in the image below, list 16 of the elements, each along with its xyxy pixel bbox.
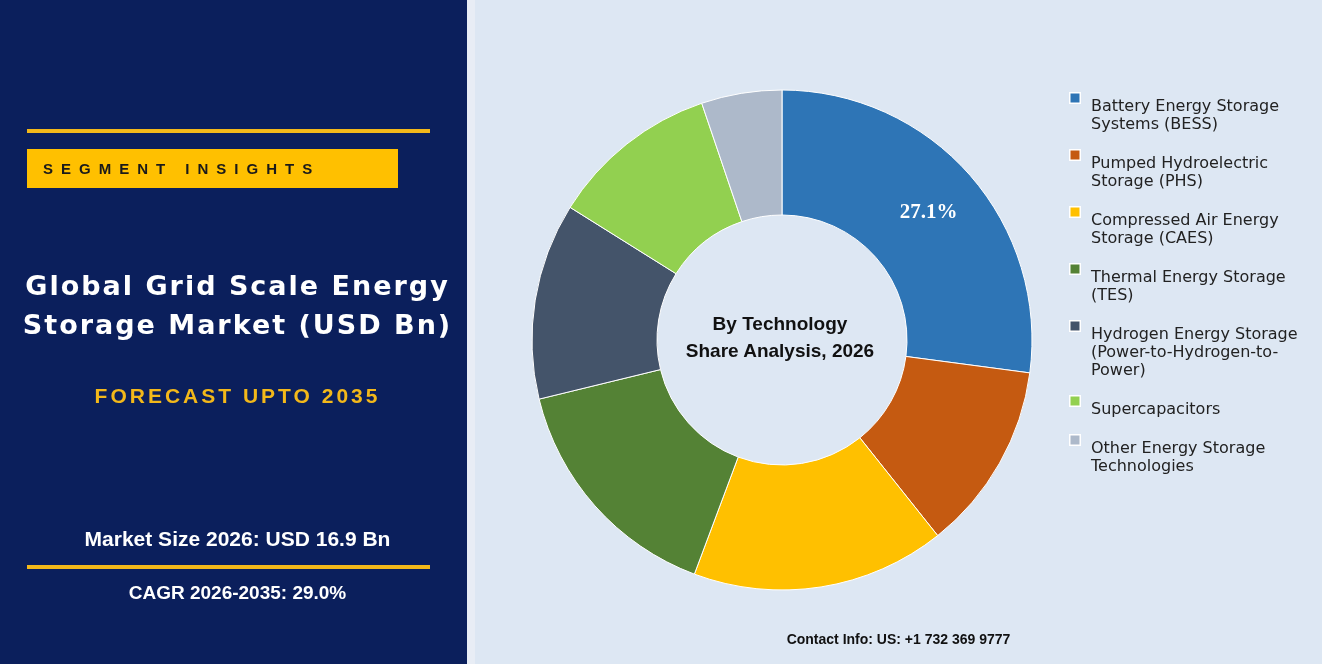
text: By Technology <box>711 312 849 336</box>
legend-label: Hydrogen Energy Storage (Power-to-Hydrogen-to-Power) <box>1091 324 1298 379</box>
text: Contact Info: US: +1 732 369 9777 <box>785 631 1012 647</box>
legend-label: Thermal Energy Storage (TES) <box>1090 267 1286 304</box>
legend-label: Supercapacitors <box>1091 399 1221 418</box>
legend-label: Other Energy Storage Technologies <box>1090 438 1266 475</box>
text: Share Analysis, 2026 <box>684 339 876 363</box>
legend-label: Battery Energy Storage Systems (BESS) <box>1091 96 1280 133</box>
text: CAGR 2026-2035: 29.0% <box>127 582 348 604</box>
legend-label: Compressed Air Energy Storage (CAES) <box>1091 210 1279 247</box>
legend-label: Pumped Hydroelectric Storage (PHS) <box>1091 153 1269 190</box>
text: FORECAST UPTO 2035 <box>93 384 382 408</box>
data-label: 27.1% <box>899 198 958 223</box>
text: SEGMENT INSIGHTS <box>27 149 398 188</box>
text: Market Size 2026: USD 16.9 Bn <box>83 527 392 551</box>
text: Global Grid Scale Energy Storage Market (USD Bn) <box>21 269 454 342</box>
